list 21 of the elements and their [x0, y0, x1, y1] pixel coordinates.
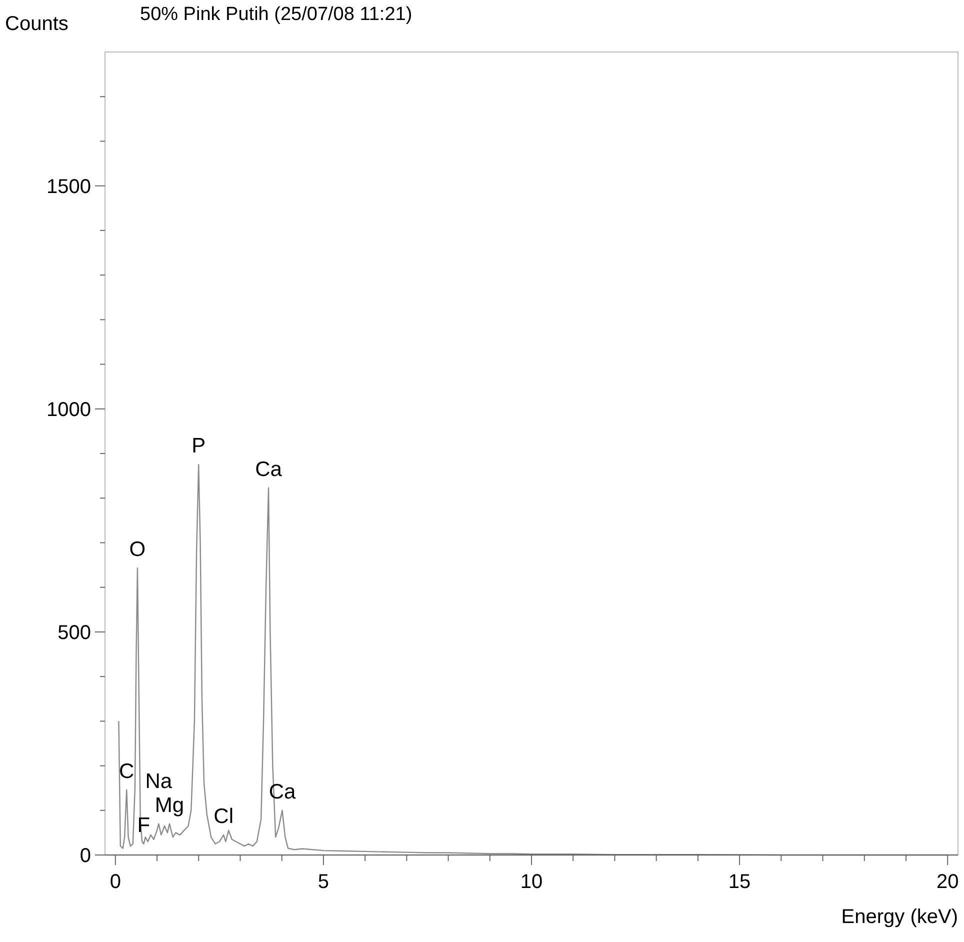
x-tick-label: 10: [520, 871, 543, 893]
y-tick-label: 1500: [46, 176, 91, 198]
chart-title: 50% Pink Putih (25/07/08 11:21): [140, 4, 412, 25]
y-tick-label: 1000: [46, 398, 91, 421]
annotation: O: [129, 538, 146, 562]
y-tick-label: 500: [58, 622, 91, 644]
annotation: Ca: [268, 780, 296, 804]
annotation: P: [192, 434, 206, 458]
annotation: Mg: [154, 794, 184, 817]
annotation: F: [137, 814, 150, 837]
x-tick-label: 15: [728, 871, 751, 893]
annotation: C: [119, 760, 134, 783]
x-tick-label: 5: [318, 871, 330, 893]
x-tick-label: 0: [110, 871, 121, 893]
x-axis-title: Energy (keV): [841, 906, 958, 928]
y-tick-label: 0: [80, 845, 91, 867]
annotation: Ca: [255, 458, 282, 481]
annotation: Cl: [214, 804, 234, 828]
x-tick-label: 20: [936, 871, 959, 893]
annotation: Na: [145, 770, 172, 793]
y-axis-title: Counts: [5, 13, 68, 35]
